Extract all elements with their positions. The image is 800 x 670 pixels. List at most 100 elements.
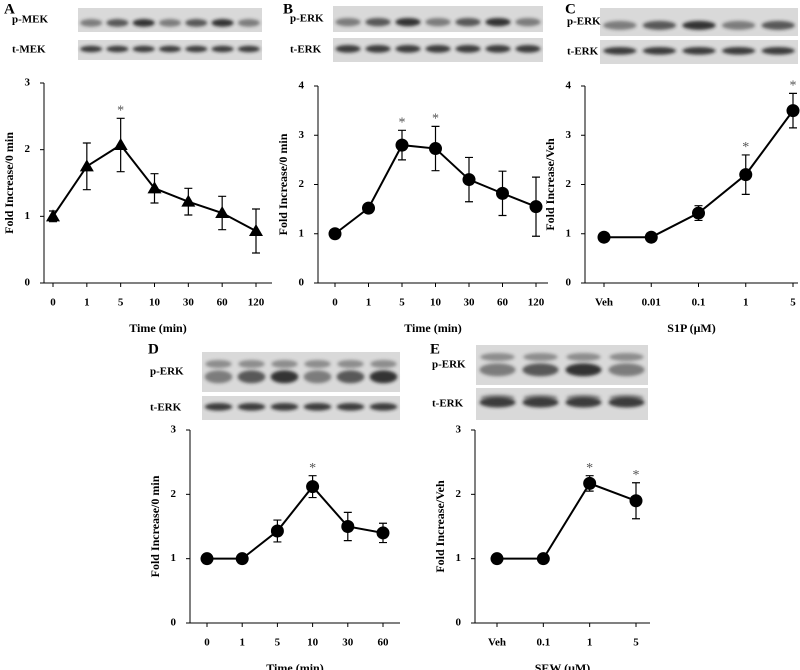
blot-band	[603, 46, 637, 55]
blot-band	[158, 45, 182, 53]
y-tick-label: 2	[299, 178, 305, 190]
blot-band	[370, 360, 397, 368]
y-tick-label: 3	[456, 424, 462, 436]
blot-band	[425, 44, 451, 53]
blot-band	[455, 44, 481, 53]
marker	[362, 201, 375, 215]
blot-band	[237, 19, 260, 27]
blot-band	[682, 46, 716, 55]
blot-label: t-MEK	[12, 44, 46, 56]
significance: *	[790, 79, 797, 94]
x-tick-label: 30	[342, 637, 354, 649]
x-tick-label: 60	[497, 297, 509, 309]
y-tick-label: 2	[566, 178, 572, 190]
blot-band	[565, 363, 602, 377]
blot-band	[211, 19, 234, 27]
y-tick-label: 1	[25, 210, 31, 222]
blot-band	[425, 17, 451, 27]
blot-band	[237, 45, 260, 53]
y-tick-label: 1	[566, 227, 572, 239]
blot-band	[479, 363, 516, 377]
y-axis-label: Fold Increase/0 min	[2, 132, 16, 234]
blot-band	[303, 402, 332, 411]
blot-band	[642, 46, 677, 55]
blot-band	[211, 45, 234, 53]
blot-label: t-ERK	[290, 44, 322, 56]
x-tick-label: 1	[743, 297, 749, 309]
blot-band	[337, 360, 364, 368]
x-axis-label: Time (min)	[129, 321, 186, 335]
data-line	[207, 485, 384, 560]
blot-band	[395, 44, 421, 53]
blot-band	[721, 20, 756, 30]
marker	[46, 209, 60, 222]
y-tick-label: 3	[25, 77, 31, 89]
blot-label: t-ERK	[567, 46, 599, 58]
marker	[490, 552, 504, 566]
x-tick-label: 30	[183, 297, 195, 309]
y-tick-label: 1	[171, 552, 177, 564]
blot-band	[185, 45, 208, 53]
blot-band	[80, 19, 103, 27]
blot-band	[335, 44, 361, 53]
x-tick-label: 5	[118, 297, 124, 309]
marker	[181, 194, 196, 207]
marker	[376, 526, 390, 540]
marker	[341, 520, 355, 533]
x-tick-label: Veh	[595, 297, 613, 309]
blot-band	[721, 46, 756, 55]
marker	[200, 552, 214, 566]
y-tick-label: 3	[171, 424, 177, 436]
blot-band	[237, 370, 266, 384]
y-axis-label: Fold Increase/Veh	[543, 138, 557, 231]
blot-band	[522, 363, 559, 377]
marker	[692, 206, 705, 220]
x-tick-label: 60	[217, 297, 229, 309]
significance: *	[586, 461, 593, 476]
significance: *	[742, 140, 749, 155]
marker	[395, 138, 409, 152]
marker	[113, 138, 128, 150]
blot-band	[523, 353, 558, 361]
x-tick-label: 0	[332, 297, 338, 309]
blot-band	[205, 360, 232, 368]
x-tick-label: 10	[149, 297, 161, 309]
marker	[496, 186, 509, 200]
blot-band	[132, 45, 155, 53]
x-axis-label: S1P (μM)	[667, 321, 715, 335]
y-axis-label: Fold Increase/Veh	[433, 480, 447, 573]
blot-label: t-ERK	[150, 402, 182, 414]
marker	[462, 173, 476, 187]
x-tick-label: 120	[248, 297, 265, 309]
blot-label: t-ERK	[432, 398, 464, 410]
blot-band	[480, 394, 515, 401]
blot-band	[238, 360, 265, 368]
blot-band	[515, 44, 541, 53]
x-axis-label: SEW (μM)	[535, 661, 591, 670]
marker	[529, 200, 543, 214]
x-tick-label: 0.1	[692, 297, 706, 309]
marker	[583, 476, 597, 490]
panel-label: B	[283, 1, 293, 17]
blot-band	[566, 394, 601, 401]
marker	[429, 142, 442, 156]
panel-label: E	[430, 341, 440, 357]
blot-band	[270, 402, 299, 411]
blot-band	[80, 45, 103, 53]
blot-band	[106, 19, 129, 27]
y-tick-label: 0	[456, 617, 462, 629]
blot-band	[455, 17, 481, 27]
x-tick-label: 1	[366, 297, 372, 309]
blot-band	[480, 353, 515, 361]
marker	[147, 181, 162, 194]
blot-background	[202, 352, 400, 392]
blot-band	[335, 17, 361, 27]
panel-label: C	[565, 1, 576, 17]
x-tick-label: 5	[633, 637, 639, 649]
marker	[786, 104, 800, 118]
y-tick-label: 4	[566, 80, 572, 92]
blot-label: p-ERK	[567, 16, 601, 28]
data-line	[497, 482, 637, 560]
y-tick-label: 1	[456, 552, 462, 564]
